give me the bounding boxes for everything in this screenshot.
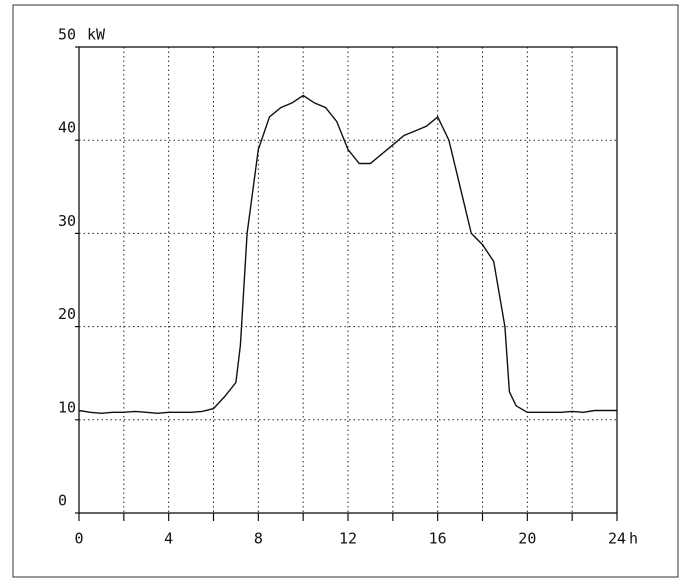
y-axis-label: kW [87, 26, 106, 44]
data-line [78, 94, 617, 415]
x-axis-label: h [629, 530, 638, 548]
x-tick-label: 0 [74, 530, 83, 548]
x-tick-label: 8 [254, 530, 263, 548]
frame [12, 4, 679, 578]
y-tick-label: 50 [58, 26, 76, 44]
y-tick-label: 20 [58, 305, 76, 323]
x-tick-label: 24 [608, 530, 626, 548]
x-tick-label: 12 [339, 530, 357, 548]
x-tick-label: 4 [164, 530, 173, 548]
x-tick-label: 20 [518, 530, 536, 548]
x-tick-label: 16 [429, 530, 447, 548]
y-tick-label: 30 [58, 212, 76, 230]
plot-frame [78, 46, 618, 514]
y-tick-label: 0 [58, 492, 67, 510]
y-tick-label: 40 [58, 119, 76, 137]
y-tick-label: 10 [58, 398, 76, 416]
